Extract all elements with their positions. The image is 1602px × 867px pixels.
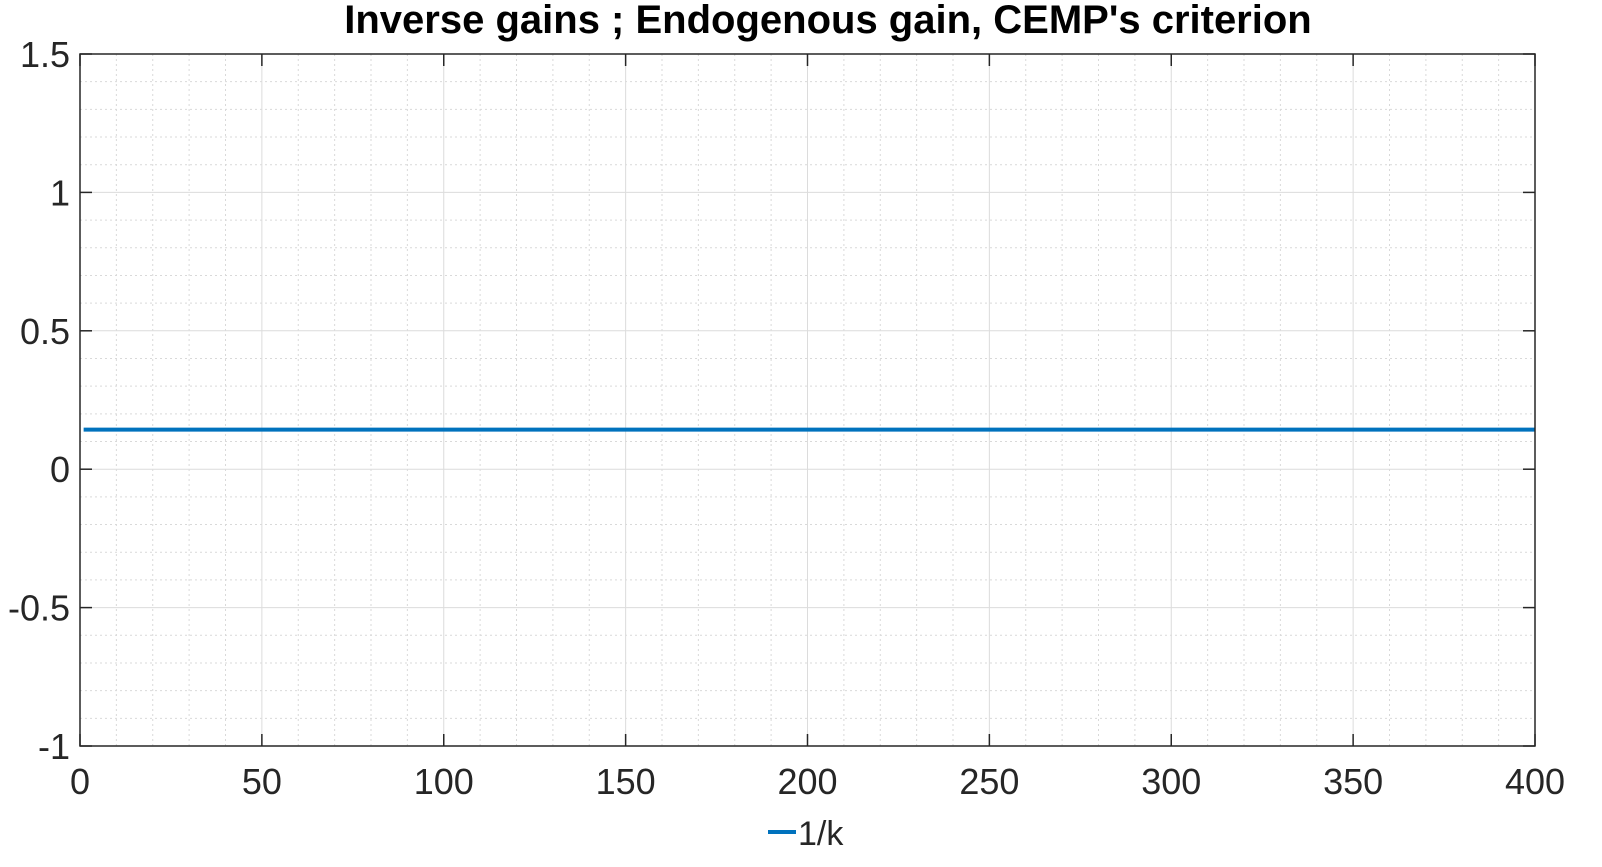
y-tick-label: 0 (50, 449, 70, 490)
x-tick-label: 300 (1141, 761, 1201, 802)
legend: 1/k (768, 815, 844, 853)
x-tick-label: 0 (70, 761, 90, 802)
legend-label: 1/k (798, 815, 844, 853)
minor-grid (80, 54, 1535, 746)
y-tick-label: -1 (38, 726, 70, 767)
y-tick-label: 0.5 (20, 311, 70, 352)
y-tick-labels: -1 -0.5 0 0.5 1 1.5 (8, 34, 70, 767)
y-tick-label: 1 (50, 172, 70, 213)
y-tick-label: 1.5 (20, 34, 70, 75)
x-tick-label: 100 (414, 761, 474, 802)
x-tick-labels: 0 50 100 150 200 250 300 350 400 (70, 761, 1565, 802)
chart-title: Inverse gains ; Endogenous gain, CEMP's … (344, 0, 1311, 42)
x-tick-label: 200 (777, 761, 837, 802)
tick-marks (79, 53, 1536, 747)
x-tick-label: 150 (596, 761, 656, 802)
x-tick-label: 250 (959, 761, 1019, 802)
y-tick-label: -0.5 (8, 588, 70, 629)
x-tick-label: 50 (242, 761, 282, 802)
x-tick-label: 400 (1505, 761, 1565, 802)
x-tick-label: 350 (1323, 761, 1383, 802)
